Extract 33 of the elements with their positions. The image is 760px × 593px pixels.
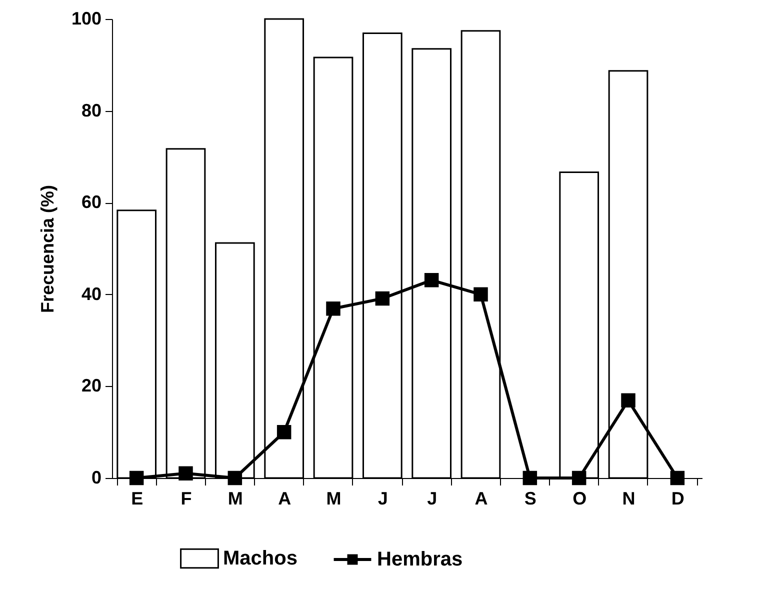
point bbox=[228, 470, 242, 486]
x-tick-label: S bbox=[524, 488, 536, 508]
legend-label: Hembras bbox=[377, 548, 463, 570]
x-tick-label: E bbox=[131, 488, 144, 508]
x-tick-label: J bbox=[378, 488, 388, 508]
x-tick-label: J bbox=[427, 488, 438, 508]
x-tick-label: D bbox=[671, 488, 684, 508]
point bbox=[276, 424, 292, 440]
legend-label: Machos bbox=[223, 548, 298, 570]
y-tick-label: 100 bbox=[71, 8, 102, 28]
x-tick-label: A bbox=[278, 488, 292, 508]
x-tick-label: F bbox=[180, 488, 192, 508]
x-tick-label: O bbox=[572, 488, 587, 508]
point bbox=[621, 393, 636, 408]
x-tick-label: M bbox=[228, 488, 243, 508]
x-tick-label: A bbox=[474, 488, 488, 508]
y-tick-label: 60 bbox=[81, 192, 102, 212]
x-tick-label: M bbox=[326, 488, 342, 508]
point bbox=[326, 302, 340, 316]
y-tick-label: 40 bbox=[81, 284, 102, 304]
point bbox=[178, 466, 193, 481]
y-axis-title: Frecuencia (%) bbox=[37, 184, 58, 314]
y-tick-label: 0 bbox=[91, 468, 102, 488]
y-tick-label: 80 bbox=[81, 100, 102, 120]
point bbox=[375, 291, 390, 306]
y-tick-label: 20 bbox=[81, 376, 102, 396]
point bbox=[129, 470, 144, 486]
point bbox=[474, 287, 488, 302]
point bbox=[522, 470, 538, 486]
point bbox=[424, 273, 439, 288]
x-tick-label: N bbox=[622, 488, 636, 508]
point bbox=[572, 470, 586, 486]
point bbox=[670, 470, 685, 486]
